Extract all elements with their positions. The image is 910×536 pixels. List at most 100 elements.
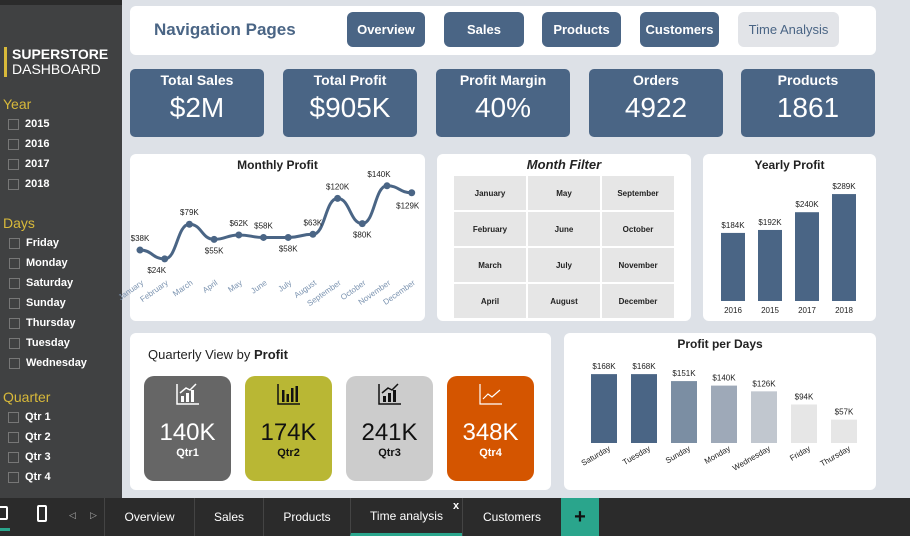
- data-label: $94K: [795, 392, 814, 401]
- growth-chart-icon: [175, 383, 199, 405]
- checkbox-icon[interactable]: [9, 237, 20, 249]
- prev-page-icon[interactable]: ◁: [69, 510, 76, 520]
- month-filter-july[interactable]: July: [528, 248, 600, 282]
- year-checkbox[interactable]: 2015: [8, 118, 49, 130]
- quarter-checkbox[interactable]: Qtr 3: [8, 451, 51, 463]
- data-label: $120K: [326, 182, 350, 191]
- checkbox-icon[interactable]: [8, 431, 19, 443]
- month-filter-november[interactable]: November: [602, 248, 674, 282]
- quarter-checkbox[interactable]: Qtr 1: [8, 411, 51, 423]
- day-checkbox[interactable]: Thursday: [9, 317, 76, 329]
- x-tick-label: Sunday: [664, 444, 692, 465]
- day-checkbox[interactable]: Saturday: [9, 277, 73, 289]
- page-tab[interactable]: Products: [263, 498, 350, 536]
- quarter-label: Qtr1: [176, 447, 199, 459]
- year-checkbox[interactable]: 2016: [8, 138, 49, 150]
- nav-button-time-analysis[interactable]: Time Analysis: [738, 12, 839, 47]
- data-label: $57K: [835, 408, 854, 417]
- checkbox-icon[interactable]: [8, 451, 19, 463]
- mobile-view-icon[interactable]: [37, 505, 47, 522]
- profit-per-days-title: Profit per Days: [677, 337, 763, 351]
- page-tab[interactable]: Time analysis: [350, 498, 462, 536]
- quarter-checkbox[interactable]: Qtr 2: [8, 431, 51, 443]
- month-filter-march[interactable]: March: [454, 248, 526, 282]
- month-filter-february[interactable]: February: [454, 212, 526, 246]
- page-tab[interactable]: Overview: [104, 498, 194, 536]
- checkbox-icon[interactable]: [9, 297, 20, 309]
- checkbox-icon[interactable]: [9, 337, 20, 349]
- month-filter-may[interactable]: May: [528, 176, 600, 210]
- month-filter-august[interactable]: August: [528, 284, 600, 318]
- quarter-card[interactable]: 241K Qtr3: [346, 376, 433, 481]
- page-tab[interactable]: Customers: [462, 498, 561, 536]
- quarter-card[interactable]: 140K Qtr1: [144, 376, 231, 481]
- checkbox-icon[interactable]: [8, 158, 19, 170]
- bar-chart-icon: [276, 384, 300, 405]
- data-point: [358, 220, 366, 228]
- quarter-card[interactable]: 348K Qtr4: [447, 376, 534, 481]
- checkbox-icon[interactable]: [8, 178, 19, 190]
- year-filter-title: Year: [3, 96, 32, 112]
- quarter-card[interactable]: 174K Qtr2: [245, 376, 332, 481]
- bar: [711, 385, 737, 443]
- day-checkbox[interactable]: Monday: [9, 257, 68, 269]
- data-label: $58K: [279, 244, 298, 253]
- nav-button-sales[interactable]: Sales: [444, 12, 524, 47]
- checkbox-icon[interactable]: [9, 317, 20, 329]
- checkbox-icon[interactable]: [9, 277, 20, 289]
- line-chart-icon: [478, 384, 502, 405]
- month-filter-january[interactable]: January: [454, 176, 526, 210]
- kpi-card: Orders 4922: [589, 69, 723, 137]
- bar: [831, 419, 857, 443]
- checkbox-icon[interactable]: [8, 471, 19, 483]
- bar: [671, 381, 697, 443]
- month-filter-december[interactable]: December: [602, 284, 674, 318]
- nav-button-overview[interactable]: Overview: [347, 12, 425, 47]
- close-tab-icon[interactable]: x: [453, 500, 460, 512]
- checkbox-icon[interactable]: [8, 118, 19, 130]
- month-filter-june[interactable]: June: [528, 212, 600, 246]
- day-checkbox[interactable]: Wednesday: [9, 357, 87, 369]
- bar: [832, 194, 856, 301]
- quarter-checkbox[interactable]: Qtr 4: [8, 471, 51, 483]
- data-label: $79K: [180, 208, 199, 217]
- year-checkbox[interactable]: 2017: [8, 158, 49, 170]
- filter-sidebar: SUPERSTORE DASHBOARD Year 2015 2016 2017 2018…: [0, 0, 122, 498]
- kpi-value: $2M: [169, 92, 225, 123]
- checkbox-icon[interactable]: [9, 357, 20, 369]
- year-checkbox[interactable]: 2018: [8, 178, 49, 190]
- checkbox-icon[interactable]: [8, 138, 19, 150]
- checkbox-icon[interactable]: [8, 411, 19, 423]
- data-label: $168K: [632, 362, 656, 371]
- yearly-profit-title: Yearly Profit: [754, 158, 825, 172]
- add-page-button[interactable]: +: [561, 498, 599, 536]
- next-page-icon[interactable]: ▷: [90, 510, 97, 520]
- data-label: $184K: [721, 221, 745, 230]
- page-tab[interactable]: Sales: [194, 498, 263, 536]
- quarter-label: Qtr4: [479, 447, 502, 459]
- data-label: $55K: [205, 246, 224, 255]
- desktop-view-icon[interactable]: [0, 506, 8, 520]
- data-point: [309, 230, 317, 238]
- bar: [758, 229, 782, 301]
- kpi-label: Total Profit: [313, 72, 387, 88]
- x-tick-label: 2017: [798, 306, 816, 315]
- nav-title: Navigation Pages: [154, 20, 296, 39]
- day-checkbox[interactable]: Friday: [9, 237, 59, 249]
- kpi-card: Products 1861: [741, 69, 875, 137]
- day-checkbox[interactable]: Sunday: [9, 297, 66, 309]
- data-label: $62K: [229, 219, 248, 228]
- month-filter-september[interactable]: September: [602, 176, 674, 210]
- checkbox-icon[interactable]: [9, 257, 20, 269]
- data-label: $240K: [795, 200, 819, 209]
- month-filter-october[interactable]: October: [602, 212, 674, 246]
- month-filter-april[interactable]: April: [454, 284, 526, 318]
- data-label: $192K: [758, 218, 782, 227]
- nav-button-products[interactable]: Products: [542, 12, 621, 47]
- quarterly-title: Quarterly View by Profit: [148, 347, 288, 362]
- data-point: [408, 189, 416, 197]
- bar: [591, 374, 617, 443]
- day-checkbox[interactable]: Tuesday: [9, 337, 70, 349]
- nav-button-customers[interactable]: Customers: [640, 12, 719, 47]
